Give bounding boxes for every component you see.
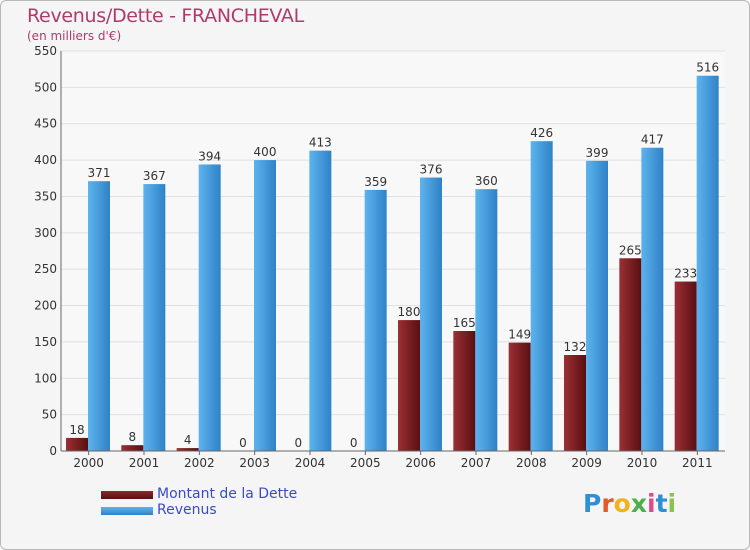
labels-layer: 18 371 8 367 4 394 0 400 0 413 0 359 180 376 165 360 149… bbox=[69, 61, 719, 450]
y-tick-label: 150 bbox=[34, 335, 57, 349]
debt-data-label: 8 bbox=[129, 430, 137, 444]
revenue-data-label: 399 bbox=[586, 146, 609, 160]
y-tick-label: 550 bbox=[34, 44, 57, 58]
revenue-bar bbox=[586, 160, 608, 451]
y-tick-label: 50 bbox=[42, 408, 57, 422]
debt-bar bbox=[66, 437, 88, 451]
x-tick-label: 2005 bbox=[350, 456, 381, 470]
x-tick-label: 2009 bbox=[571, 456, 602, 470]
legend-swatch-revenus bbox=[101, 507, 153, 515]
revenue-data-label: 371 bbox=[88, 166, 111, 180]
plot-area bbox=[61, 51, 725, 451]
debt-data-label: 165 bbox=[453, 316, 476, 330]
revenue-data-label: 359 bbox=[364, 175, 387, 189]
revenue-bar bbox=[420, 177, 442, 451]
revenue-data-label: 394 bbox=[198, 149, 221, 163]
revenue-data-label: 367 bbox=[143, 169, 166, 183]
revenue-bar bbox=[696, 75, 719, 452]
debt-bar bbox=[674, 281, 697, 451]
revenue-bar bbox=[198, 164, 221, 452]
revenue-data-label: 516 bbox=[696, 61, 719, 75]
revenue-bar bbox=[530, 141, 553, 451]
x-tick-label: 2003 bbox=[239, 456, 270, 470]
x-tick-label: 2007 bbox=[461, 456, 492, 470]
y-tick-label: 250 bbox=[34, 262, 57, 276]
debt-bar bbox=[453, 331, 476, 451]
y-tick-label: 0 bbox=[49, 444, 57, 458]
x-tick-label: 2000 bbox=[73, 456, 104, 470]
y-tick-label: 200 bbox=[34, 299, 57, 313]
logo-letter: r bbox=[601, 489, 614, 518]
logo-letter: i bbox=[647, 489, 656, 518]
debt-bar bbox=[508, 342, 531, 451]
y-tick-label: 350 bbox=[34, 189, 57, 203]
grid-layer bbox=[61, 50, 725, 452]
revenue-data-label: 376 bbox=[420, 163, 443, 177]
bars-layer bbox=[66, 75, 719, 452]
x-tick-label: 2008 bbox=[516, 456, 547, 470]
x-tick-label: 2006 bbox=[405, 456, 436, 470]
debt-data-label: 132 bbox=[564, 340, 587, 354]
revenue-bar bbox=[641, 147, 664, 451]
chart-title: Revenus/Dette - FRANCHEVAL bbox=[27, 5, 304, 27]
revenue-data-label: 400 bbox=[254, 145, 277, 159]
x-tick-label: 2011 bbox=[682, 456, 713, 470]
legend-swatch-dette bbox=[101, 491, 153, 499]
debt-data-label: 180 bbox=[398, 305, 421, 319]
debt-bar bbox=[564, 355, 586, 451]
debt-data-label: 0 bbox=[239, 436, 247, 450]
y-tick-label: 400 bbox=[34, 153, 57, 167]
y-tick-label: 450 bbox=[34, 117, 57, 131]
legend-label-revenus: Revenus bbox=[157, 502, 217, 518]
revenue-bar bbox=[254, 160, 276, 451]
revenue-data-label: 417 bbox=[641, 133, 664, 147]
debt-data-label: 149 bbox=[508, 328, 531, 342]
debt-bar bbox=[121, 445, 144, 451]
revenue-bar bbox=[309, 150, 332, 452]
debt-data-label: 265 bbox=[619, 243, 642, 257]
legend-label-dette: Montant de la Dette bbox=[157, 486, 298, 502]
debt-data-label: 18 bbox=[69, 423, 84, 437]
revenue-data-label: 360 bbox=[475, 174, 498, 188]
logo-letter: o bbox=[613, 489, 631, 518]
x-tick-label: 2004 bbox=[295, 456, 326, 470]
revenue-data-label: 413 bbox=[309, 136, 332, 150]
debt-bar bbox=[176, 448, 199, 451]
proxiti-logo: Proxiti bbox=[583, 489, 676, 518]
x-tick-label: 2001 bbox=[129, 456, 160, 470]
logo-letter: P bbox=[583, 489, 602, 518]
revenue-bar bbox=[88, 181, 110, 451]
x-tick-label: 2002 bbox=[184, 456, 215, 470]
x-tick-label: 2010 bbox=[627, 456, 658, 470]
revenue-bar bbox=[143, 184, 166, 451]
debt-bar bbox=[619, 258, 642, 451]
revenue-bar bbox=[475, 189, 498, 451]
debt-data-label: 233 bbox=[674, 267, 697, 281]
debt-data-label: 0 bbox=[295, 436, 303, 450]
revenue-bar bbox=[364, 189, 387, 451]
logo-letter: i bbox=[667, 489, 677, 518]
y-tick-label: 100 bbox=[34, 371, 57, 385]
debt-data-label: 0 bbox=[350, 436, 358, 450]
chart-subtitle: (en milliers d'€) bbox=[27, 29, 122, 43]
logo-letter: t bbox=[655, 489, 668, 518]
debt-bar bbox=[398, 320, 420, 451]
logo-letter: x bbox=[630, 489, 647, 518]
y-tick-label: 300 bbox=[34, 226, 57, 240]
revenue-data-label: 426 bbox=[530, 126, 553, 140]
debt-data-label: 4 bbox=[184, 433, 192, 447]
y-tick-label: 500 bbox=[34, 80, 57, 94]
